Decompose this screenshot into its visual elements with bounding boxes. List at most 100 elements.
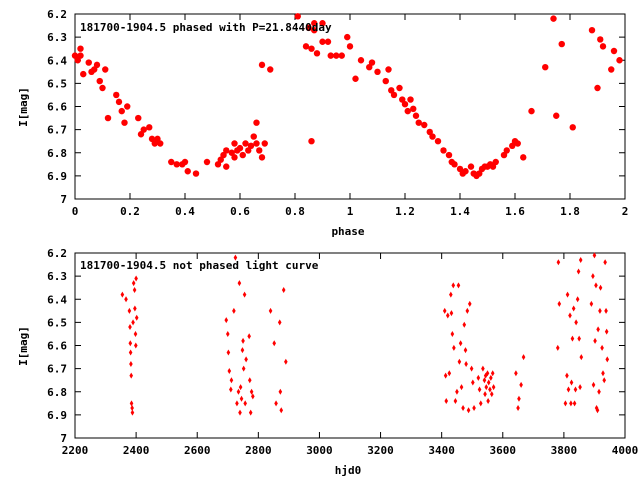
phased-data-point [399,96,406,103]
unphased-data-point [491,384,496,391]
phased-data-point [509,142,516,150]
phased-data-point [135,114,142,122]
phased-x-tick-label: 0.4 [175,205,195,218]
unphased-data-point [483,372,488,379]
unphased-data-point [226,349,231,356]
phased-data-point [148,135,156,143]
phased-x-tick-label: 0 [72,205,79,218]
unphased-data-point [449,310,454,317]
unphased-data-point [247,377,252,384]
phased-data-point [492,158,499,166]
phased-data-point [456,165,464,173]
phased-data-point [261,140,268,147]
unphased-data-point [128,340,133,347]
unphased-data-point [237,280,242,287]
phased-data-point [236,144,244,152]
phased-data-point [388,87,395,94]
phased-data-point [228,149,235,156]
phased-data-point [146,124,153,131]
unphased-data-point [566,386,571,393]
unphased-data-point [127,307,132,314]
unphased-data-point [478,400,483,407]
unphased-x-tick-label: 3600 [490,444,517,457]
unphased-data-point [594,282,598,289]
unphased-data-point [453,398,458,404]
unphased-data-point [227,367,232,374]
unphased-data-point [462,321,467,328]
phased-data-point [396,84,403,92]
unphased-data-point [132,287,137,293]
unphased-data-point [120,291,125,298]
unphased-data-point [489,391,494,398]
unphased-data-point [597,388,601,395]
phased-x-tick-label: 2 [622,205,629,218]
phased-panel: 0 0.2 0.4 0.6 0.8 1 1.2 1.4 1.6 1.8 2 6.2 6.3 6.4 6.5 6… [17,8,628,238]
unphased-data-point [130,409,135,416]
unphased-data-point [281,287,286,293]
phased-data-point [250,133,257,140]
phased-data-point [253,140,260,147]
phased-data-point [404,107,411,115]
unphased-data-point [457,358,462,365]
unphased-data-point [243,400,247,407]
unphased-data-point [467,300,472,307]
phased-data-point [344,33,351,41]
phased-x-tick-label: 1.2 [395,205,415,218]
unphased-data-point [248,409,253,416]
phased-data-point [569,124,576,131]
phased-y-tick-label: 6.8 [47,147,67,160]
unphased-data-point [579,354,584,361]
phased-data-point [608,66,615,73]
phased-y-tick-label: 6.7 [47,124,67,137]
phased-data-point [214,161,222,168]
unphased-data-point [233,254,238,261]
unphased-data-point [229,377,234,384]
phased-data-point [426,128,433,136]
phased-data-point [184,168,191,175]
phased-data-point [80,70,87,78]
phased-data-point [168,158,175,166]
phased-data-point [451,161,458,168]
unphased-data-point [458,340,463,347]
unphased-x-tick-label: 2400 [123,444,150,457]
unphased-data-point [574,319,578,326]
phased-y-axis-title: I[mag] [17,87,30,127]
phased-data-point [311,26,318,34]
unphased-data-point [604,307,608,314]
unphased-data-point [576,268,581,275]
phased-data-point [77,45,84,52]
unphased-x-tick-label: 3200 [367,444,394,457]
phased-x-axis-title: phase [331,225,364,238]
unphased-data-point [565,291,570,298]
phased-data-point [333,52,340,59]
unphased-data-point [238,384,243,391]
phased-data-point [542,63,549,71]
phased-data-point [157,140,164,147]
phased-data-point [113,91,120,99]
unphased-data-point [131,319,135,326]
phased-x-tick-label: 1 [347,205,354,218]
unphased-data-point [450,330,455,337]
phased-title: 181700-1904.5 phased with P=21.8440day [80,21,332,34]
phased-data-point [91,66,98,73]
unphased-y-tick-label: 6.5 [47,316,67,329]
unphased-data-point [481,365,485,372]
phased-data-point [118,107,125,115]
phased-data-point [357,57,365,64]
unphased-data-point [459,384,464,391]
unphased-data-point [605,356,610,363]
unphased-y-tick-label: 7 [60,432,67,445]
phased-data-point [514,140,521,147]
unphased-data-point [477,386,482,393]
unphased-data-point [133,330,138,337]
phased-data-point [407,96,414,103]
unphased-data-point [571,305,576,312]
phased-data-point [93,61,101,69]
phased-data-point [366,63,373,71]
unphased-data-point [578,256,583,263]
phased-data-point [382,77,389,85]
unphased-data-point [451,282,456,289]
unphased-data-point [471,379,475,386]
unphased-data-point [516,404,520,411]
